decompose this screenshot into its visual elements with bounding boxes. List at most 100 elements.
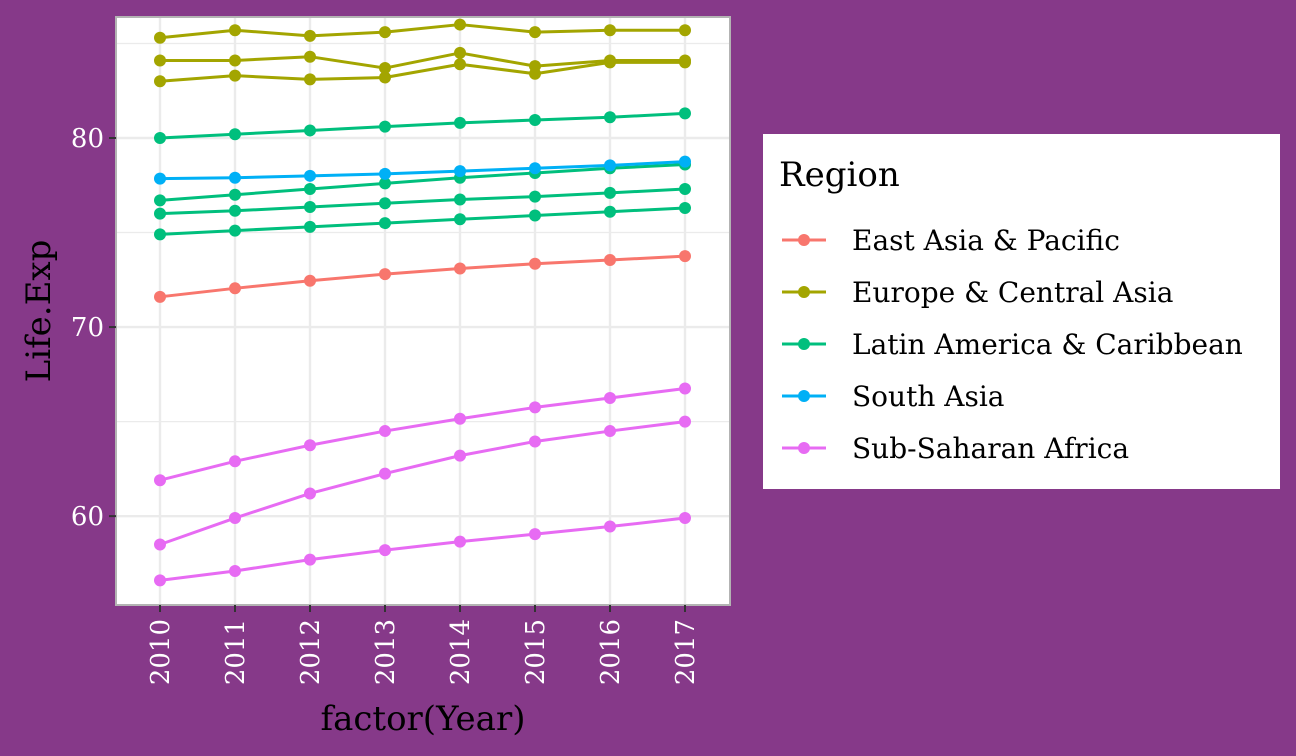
data-point [379, 167, 391, 180]
data-point [529, 257, 541, 270]
x-tick-label: 2012 [296, 619, 326, 685]
data-point [454, 18, 466, 31]
data-point [379, 62, 391, 75]
series-line [159, 206, 686, 236]
data-point [679, 155, 691, 168]
legend-title: Region [779, 155, 900, 195]
legend-entries: East Asia & Pacific Europe & Central Asia… [782, 224, 1243, 465]
legend: Region East Asia & Pacific Europe & Centr… [763, 134, 1280, 489]
data-point [154, 290, 166, 303]
data-point [454, 58, 466, 71]
data-point [604, 205, 616, 218]
data-point [529, 114, 541, 127]
data-point [154, 75, 166, 88]
data-point [229, 188, 241, 201]
data-point [604, 111, 616, 124]
data-point [454, 165, 466, 178]
data-point [304, 439, 316, 452]
data-point [154, 474, 166, 487]
x-tick-label: 2013 [371, 619, 401, 685]
data-point [604, 159, 616, 172]
data-point [679, 250, 691, 263]
series-line [159, 420, 686, 546]
data-point [154, 172, 166, 185]
series-line [159, 60, 685, 83]
data-point [529, 435, 541, 448]
data-point [154, 574, 166, 587]
series-line [159, 23, 685, 40]
data-point [229, 282, 241, 295]
data-point [454, 116, 466, 129]
data-point [379, 268, 391, 281]
data-point [679, 24, 691, 37]
data-point [154, 132, 166, 145]
data-point [679, 415, 691, 428]
data-point [304, 73, 316, 86]
data-point [229, 171, 241, 184]
data-point [529, 209, 541, 222]
x-tick-label: 2017 [671, 619, 701, 685]
data-point [379, 120, 391, 133]
data-point [604, 425, 616, 438]
data-point [154, 538, 166, 551]
axes: 60 70 80 2010 2011 2012 2013 2014 2015 2016 2017 [71, 124, 701, 685]
data-point [604, 520, 616, 533]
data-point [454, 262, 466, 275]
series-line [159, 187, 686, 216]
data-point [304, 29, 316, 42]
legend-label: Sub-Saharan Africa [852, 432, 1129, 465]
y-tick-label: 70 [71, 313, 104, 343]
series-line [159, 162, 686, 202]
data-point [454, 535, 466, 548]
data-point [454, 449, 466, 462]
data-point [604, 56, 616, 69]
data-point [604, 24, 616, 37]
legend-key-point [798, 234, 810, 246]
data-point [529, 162, 541, 175]
data-point [379, 425, 391, 438]
x-tick-label: 2011 [221, 619, 251, 685]
y-axis-title: Life.Exp [19, 240, 59, 383]
data-point [454, 213, 466, 226]
legend-label: East Asia & Pacific [852, 224, 1120, 257]
data-point [529, 528, 541, 541]
data-point [529, 26, 541, 39]
data-point [604, 186, 616, 199]
data-point [379, 544, 391, 557]
data-point [154, 194, 166, 207]
data-point [304, 220, 316, 233]
series-line [159, 160, 686, 181]
data-point [529, 401, 541, 414]
data-point [529, 67, 541, 80]
legend-label: Europe & Central Asia [852, 276, 1173, 309]
data-point [454, 46, 466, 59]
data-point [454, 193, 466, 206]
data-point [529, 190, 541, 203]
data-point [229, 512, 241, 525]
x-tick-label: 2016 [596, 619, 626, 685]
data-point [304, 183, 316, 196]
data-point [229, 564, 241, 577]
data-point [679, 183, 691, 196]
series-line [159, 516, 686, 582]
data-point [379, 177, 391, 190]
data-point [304, 487, 316, 500]
data-point [679, 107, 691, 120]
data-point [229, 455, 241, 468]
data-point [679, 56, 691, 69]
data-point [379, 26, 391, 39]
legend-key-point [798, 286, 810, 298]
series-line [159, 254, 686, 299]
data-point [379, 217, 391, 230]
data-point [304, 169, 316, 182]
x-tick-label: 2014 [446, 619, 476, 685]
data-point [304, 274, 316, 287]
data-point [679, 382, 691, 395]
data-point [304, 50, 316, 63]
data-point [304, 124, 316, 137]
data-point [154, 228, 166, 241]
series-line [159, 111, 686, 140]
legend-label: Latin America & Caribbean [852, 328, 1243, 361]
y-tick-label: 60 [71, 502, 104, 532]
